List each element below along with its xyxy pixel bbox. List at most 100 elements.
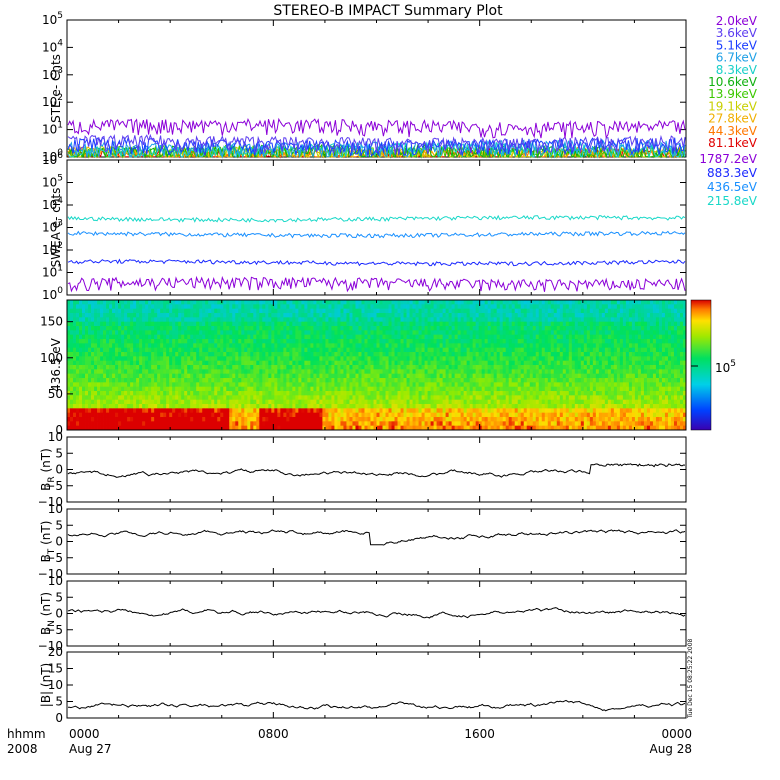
- pad-heat-cell: [295, 425, 299, 431]
- pad-heat-cell: [331, 391, 335, 396]
- pad-heat-cell: [211, 360, 215, 366]
- pad-heat-cell: [373, 300, 377, 305]
- pad-heat-cell: [217, 408, 221, 414]
- pad-heat-cell: [352, 386, 356, 392]
- pad-heat-cell: [412, 425, 416, 431]
- pad-heat-cell: [553, 321, 558, 327]
- pad-heat-cell: [451, 339, 456, 344]
- pad-heat-cell: [475, 343, 480, 349]
- pad-heat-cell: [193, 421, 197, 427]
- pad-heat-cell: [301, 321, 305, 327]
- pad-heat-cell: [310, 352, 314, 357]
- pad-heat-cell: [85, 408, 89, 414]
- pad-heat-cell: [295, 408, 299, 414]
- pad-heat-cell: [268, 343, 272, 349]
- pad-heat-cell: [106, 417, 110, 422]
- pad-heat-cell: [316, 369, 320, 375]
- pad-heat-cell: [322, 300, 326, 305]
- pad-heat-cell: [307, 408, 311, 414]
- pad-heat-cell: [178, 343, 182, 349]
- pad-heat-cell: [268, 347, 272, 353]
- pad-heat-cell: [328, 369, 332, 375]
- pad-heat-cell: [334, 386, 338, 392]
- pad-heat-cell: [325, 304, 329, 310]
- pad-heat-cell: [331, 365, 335, 370]
- pad-heat-cell: [409, 378, 413, 383]
- pad-heat-cell: [382, 369, 386, 375]
- pad-heat-cell: [367, 378, 371, 383]
- pad-heat-cell: [322, 408, 326, 414]
- pad-heat-cell: [94, 339, 98, 344]
- pad-heat-cell: [544, 382, 549, 388]
- swea-series-line: [67, 214, 686, 223]
- pad-heat-cell: [67, 360, 71, 366]
- pad-heat-cell: [439, 425, 443, 431]
- pad-heat-cell: [337, 382, 341, 388]
- pad-heat-cell: [127, 343, 131, 349]
- pad-heat-cell: [160, 425, 164, 431]
- pad-heat-cell: [106, 321, 110, 327]
- pad-heat-cell: [325, 326, 329, 331]
- pad-heat-cell: [367, 365, 371, 370]
- pad-heat-cell: [475, 347, 480, 353]
- pad-heat-cell: [124, 334, 128, 340]
- pad-heat-cell: [418, 365, 422, 370]
- pad-heat-cell: [463, 404, 468, 409]
- pad-heat-cell: [322, 378, 326, 383]
- pad-heat-cell: [370, 326, 374, 331]
- pad-heat-cell: [499, 408, 504, 414]
- pad-heat-cell: [409, 365, 413, 370]
- pad-heat-cell: [322, 417, 326, 422]
- pad-heat-cell: [241, 408, 245, 414]
- pad-heat-cell: [295, 360, 299, 366]
- pad-heat-cell: [319, 378, 323, 383]
- pad-heat-cell: [100, 404, 104, 409]
- pad-heat-cell: [298, 326, 302, 331]
- pad-heat-cell: [490, 300, 495, 305]
- pad-heat-cell: [406, 378, 410, 383]
- pad-heat-cell: [400, 321, 404, 327]
- pad-heat-cell: [385, 421, 389, 427]
- pad-heat-cell: [127, 417, 131, 422]
- pad-heat-cell: [523, 313, 528, 318]
- pad-heat-cell: [67, 321, 71, 327]
- pad-heat-cell: [124, 412, 128, 418]
- pad-heat-cell: [532, 395, 537, 401]
- pad-heat-cell: [424, 365, 428, 370]
- pad-heat-cell: [346, 317, 350, 323]
- pad-heat-cell: [367, 369, 371, 375]
- pad-heat-cell: [280, 304, 284, 310]
- pad-heat-cell: [124, 378, 128, 383]
- pad-heat-cell: [70, 391, 74, 396]
- pad-heat-cell: [118, 369, 122, 375]
- pad-heat-cell: [547, 373, 552, 379]
- pad-heat-cell: [88, 386, 92, 392]
- pad-heat-cell: [199, 330, 203, 336]
- pad-heat-cell: [421, 360, 425, 366]
- pad-heat-cell: [331, 330, 335, 336]
- pad-heat-cell: [478, 313, 483, 318]
- pad-heat-cell: [463, 421, 468, 427]
- pad-heat-cell: [397, 317, 401, 323]
- pad-heat-cell: [379, 373, 383, 379]
- pad-heat-cell: [178, 412, 182, 418]
- pad-heat-cell: [289, 356, 293, 362]
- pad-heat-cell: [151, 352, 155, 357]
- pad-heat-cell: [121, 378, 125, 383]
- pad-heat-cell: [118, 343, 122, 349]
- pad-heat-cell: [211, 386, 215, 392]
- pad-heat-cell: [154, 300, 158, 305]
- pad-heat-cell: [172, 412, 176, 418]
- pad-heat-cell: [514, 373, 519, 379]
- pad-heat-cell: [277, 326, 281, 331]
- pad-heat-cell: [310, 326, 314, 331]
- pad-heat-cell: [154, 321, 158, 327]
- pad-heat-cell: [76, 378, 80, 383]
- pad-heat-cell: [349, 313, 353, 318]
- pad-heat-cell: [334, 347, 338, 353]
- pad-heat-cell: [193, 339, 197, 344]
- pad-heat-cell: [343, 378, 347, 383]
- pad-heat-cell: [520, 386, 525, 392]
- pad-heat-cell: [223, 412, 227, 418]
- pad-heat-cell: [169, 352, 173, 357]
